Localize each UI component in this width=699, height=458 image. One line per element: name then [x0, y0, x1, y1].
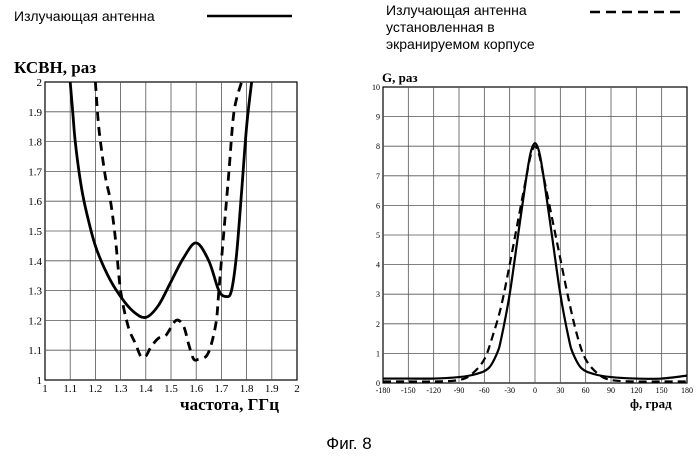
legend-label-dashed-line-2: установленная в — [386, 19, 495, 35]
left-x-tick-label: 1 — [42, 383, 48, 395]
right-x-tick-label: 180 — [681, 386, 693, 395]
right-y-tick-label: 8 — [376, 142, 380, 151]
vswr-y-ticks: 1 1.1 1.2 1.3 1.4 1.5 1.6 1.7 1.8 1.9 2 — [28, 77, 42, 387]
left-x-tick-label: 1.8 — [240, 383, 254, 395]
left-y-tick-label: 1.1 — [28, 345, 42, 357]
right-y-tick-label: 5 — [376, 231, 380, 240]
vswr-grid — [44, 81, 298, 381]
vswr-chart: КСВН, раз частота, ГГц 11.11.21.31.41.51… — [14, 58, 300, 414]
left-y-tick-label: 1.2 — [28, 315, 42, 327]
left-y-tick-label: 1.7 — [28, 166, 42, 178]
right-x-tick-label: -120 — [426, 386, 441, 395]
right-x-tick-label: 60 — [582, 386, 590, 395]
left-x-tick-label: 1.2 — [89, 383, 103, 395]
gain-y-axis-title: G, раз — [382, 70, 418, 85]
left-y-tick-label: 1.3 — [28, 286, 42, 298]
legend: Излучающая антенна Излучающая антенна ус… — [14, 2, 683, 52]
left-y-tick-label: 1 — [37, 375, 43, 387]
right-x-tick-label: -90 — [454, 386, 465, 395]
legend-label-solid: Излучающая антенна — [14, 8, 155, 24]
right-y-tick-label: 6 — [376, 201, 380, 210]
right-y-tick-label: 2 — [376, 320, 380, 329]
left-y-tick-label: 1.5 — [28, 226, 42, 238]
left-x-tick-label: 1.1 — [63, 383, 77, 395]
legend-label-dashed-line-3: экранируемом корпусе — [386, 36, 535, 52]
left-x-tick-label: 1.5 — [164, 383, 178, 395]
figure-caption: Фиг. 8 — [326, 434, 371, 453]
right-x-tick-label: 30 — [556, 386, 564, 395]
gain-chart: G, раз ф, град 0 1 2 3 4 5 6 7 8 9 10 -180 -150 -120… — [372, 70, 693, 411]
legend-label-dashed-line-1: Излучающая антенна — [386, 2, 527, 18]
gain-series — [383, 142, 687, 383]
right-y-tick-label: 7 — [376, 172, 380, 181]
right-series-solid-line — [383, 142, 687, 380]
left-y-tick-label: 1.6 — [28, 196, 42, 208]
left-y-tick-label: 1.4 — [28, 256, 42, 268]
right-x-tick-label: 150 — [656, 386, 668, 395]
vswr-x-axis-title: частота, ГГц — [180, 395, 279, 414]
right-y-tick-label: 9 — [376, 113, 380, 122]
right-x-tick-label: -30 — [504, 386, 515, 395]
left-x-tick-label: 1.9 — [265, 383, 279, 395]
gain-x-axis-title: ф, град — [630, 396, 672, 411]
right-x-tick-label: 90 — [607, 386, 615, 395]
vswr-series — [68, 82, 254, 362]
right-x-tick-label: 0 — [533, 386, 537, 395]
left-x-tick-label: 1.7 — [215, 383, 229, 395]
right-y-tick-label: 0 — [376, 379, 380, 388]
right-y-tick-label: 1 — [376, 349, 380, 358]
left-x-tick-label: 2 — [294, 383, 300, 395]
left-series-solid-line — [68, 82, 254, 319]
right-y-tick-label: 10 — [372, 83, 380, 92]
vswr-x-ticks: 1 1.1 1.2 1.3 1.4 1.5 1.6 1.7 1.8 1.9 2 — [42, 383, 300, 395]
right-x-tick-label: -180 — [376, 386, 391, 395]
left-series-dashed-line — [94, 82, 243, 362]
left-y-tick-label: 1.8 — [28, 137, 42, 149]
left-x-tick-label: 1.4 — [139, 383, 153, 395]
gain-grid — [382, 86, 688, 384]
left-x-tick-label: 1.3 — [114, 383, 128, 395]
gain-x-ticks: -180 -150 -120 -90 -60 -30 0 30 60 90 120 150 180 — [376, 386, 693, 395]
left-y-tick-label: 1.9 — [28, 107, 42, 119]
vswr-y-axis-title: КСВН, раз — [14, 58, 96, 77]
left-y-tick-label: 2 — [37, 77, 43, 89]
right-series-dashed-line — [383, 145, 687, 383]
right-y-tick-label: 4 — [376, 261, 380, 270]
left-x-tick-label: 1.6 — [189, 383, 203, 395]
right-x-tick-label: -150 — [401, 386, 416, 395]
right-x-tick-label: 120 — [630, 386, 642, 395]
gain-y-ticks: 0 1 2 3 4 5 6 7 8 9 10 — [372, 83, 380, 388]
right-y-tick-label: 3 — [376, 290, 380, 299]
right-x-tick-label: -60 — [479, 386, 490, 395]
